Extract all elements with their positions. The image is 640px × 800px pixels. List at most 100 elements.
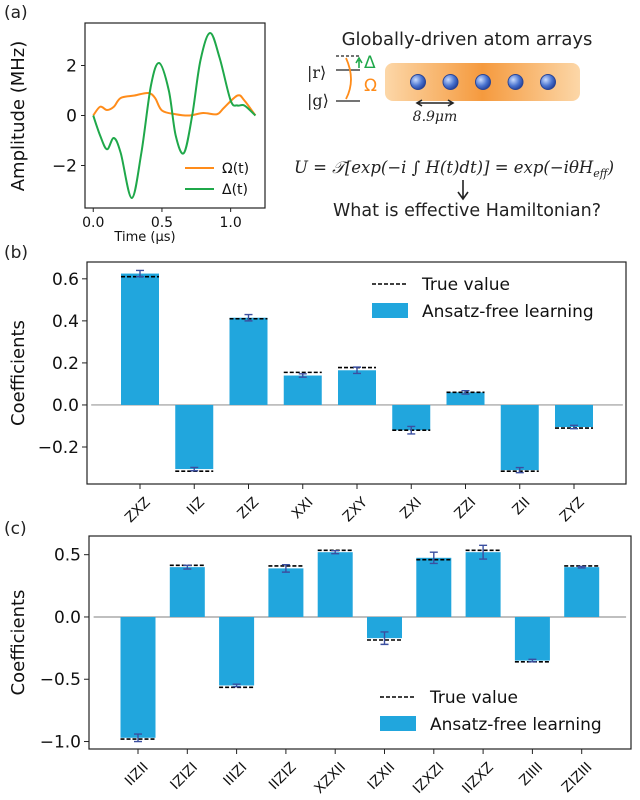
x-tick-label: IIZIZ [266,759,300,793]
error-bar [244,313,253,322]
error-bar [380,631,389,646]
x-tick-label: 0.5 [151,215,173,231]
bar-zyz [555,404,593,428]
series-line-delta [92,32,257,200]
panel-label-b: (b) [4,243,28,263]
bar-ziziii [564,567,600,617]
bar-izxzi [416,557,452,617]
bar-zii [500,404,539,471]
question-text: What is effective Hamiltonian? [333,201,601,221]
atom [475,74,491,90]
level-r-label: |r⟩ [307,63,326,82]
error-bar [190,466,199,472]
bar-zxy [338,370,376,405]
error-bar [407,425,416,435]
chart-b-coefficients: ZXZ IIZ ZIZ XXI ZXY ZXI ZZI ZII ZYZ −0.2 0.0 0.2 0.4… [8,261,627,526]
error-bar [479,544,488,560]
error-bar [331,549,340,555]
spacing-arrow-icon [415,99,455,107]
atom-array [410,74,556,90]
x-tick-label: ZIIII [516,759,546,789]
atom [442,74,459,90]
error-bar [570,424,578,430]
y-tick-label: 0.0 [54,608,81,628]
y-tick-label: −2 [52,157,77,177]
error-bar [281,563,290,573]
panel-label-c: (c) [4,519,27,539]
schematic: Globally-driven atom arrays |r⟩ |g⟩ Δ Ω … [294,29,614,221]
legend-label: Δ(t) [222,182,248,198]
plot-frame [84,22,266,209]
delta-symbol: Δ [364,53,376,73]
down-arrow-icon [457,180,469,201]
bar-iiz [175,404,214,470]
x-tick-label: IIZII [122,759,152,789]
error-bar [577,565,586,569]
bar-iizii [120,616,156,738]
level-g-label: |g⟩ [307,91,329,110]
error-bar [232,683,241,688]
y-tick-label: 0.5 [54,546,81,566]
series-line-omega [92,91,257,117]
legend-label: True value [429,688,518,708]
chart-a-pulses: 0.0 0.5 1.0 −2 0 2 Time (μs) Amplitude (MHz) Ω(t… [8,22,266,245]
y-tick-label: −0.2 [38,438,79,458]
legend-swatch-ansatz-free [372,303,408,318]
x-tick-label: IZXZI [410,759,447,796]
x-tick-label: ZII [510,494,534,518]
delta-arrow-icon [355,56,363,68]
y-tick-label: 0.0 [52,396,79,416]
y-axis-label: Coefficients [8,590,29,696]
error-bar [183,564,192,570]
x-tick-label: ZXY [340,494,371,525]
bar-xxi [283,375,322,405]
error-bar [515,466,524,474]
error-bar [134,733,142,743]
y-tick-label: 0.2 [52,354,79,374]
panel-label-a: (a) [4,3,28,23]
x-tick-label: ZYZ [557,494,588,525]
schematic-title: Globally-driven atom arrays [342,29,593,50]
spacing-label: 8.9μm [413,109,458,125]
unitary-equation: U = 𝒯[exp(−i ∫ H(t)dt)] = exp(−iθHeff) [294,158,614,180]
bar-ziiii [514,616,550,661]
x-tick-label: ZXZ [122,494,154,526]
error-bar [298,373,307,378]
y-tick-label: −0.5 [40,670,81,690]
legend-label: Ansatz-free learning [430,715,602,735]
bar-iizxz [465,552,501,617]
x-tick-label: ZZI [451,494,479,522]
error-bar [353,366,361,375]
bar-iiizi [219,616,255,686]
bar-izxii [367,616,402,639]
x-tick-label: XXI [289,494,317,522]
legend-label: Ansatz-free learning [422,302,594,322]
x-axis-label: Time (μs) [113,230,175,245]
x-tick-label: ZIZIII [559,759,596,796]
error-bar [429,551,438,565]
error-bar [136,269,144,278]
bar-ziz [229,317,268,405]
plot-frame [86,261,627,485]
plot-frame [88,535,632,750]
legend-label: True value [421,275,510,295]
chart-c-coefficients: IIZII IZIZI IIIZI IIZIZ XZXII IZXII IZXZI IIZXZ… [8,535,632,797]
y-tick-label: 0 [66,107,77,127]
atom [410,74,426,90]
y-tick-label: 0.6 [52,270,79,290]
x-tick-label: IZXII [365,759,399,793]
x-tick-label: ZIZ [234,494,262,522]
bar-zzi [446,392,485,405]
atom [507,74,524,90]
bar-zxz [121,273,159,405]
legend-label: Ω(t) [222,161,249,177]
x-tick-label: ZXI [397,494,425,522]
y-axis-label: Amplitude (MHz) [8,41,29,192]
atom [540,74,556,90]
y-tick-label: 0.4 [52,312,79,332]
omega-transition-arrow [345,57,352,100]
omega-symbol: Ω [364,76,377,96]
legend-swatch-ansatz-free [380,716,416,731]
y-tick-label: −1.0 [40,733,81,753]
